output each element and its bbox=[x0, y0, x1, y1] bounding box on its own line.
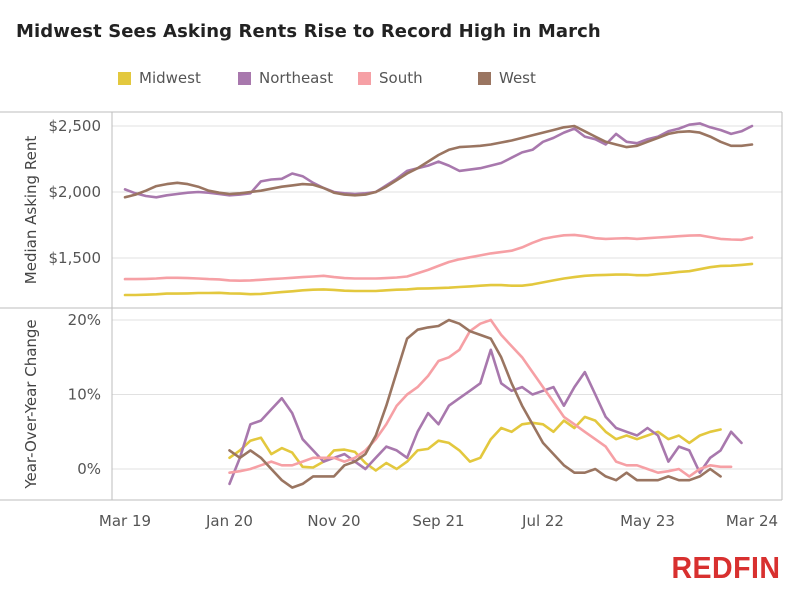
legend-item-west[interactable]: West bbox=[478, 69, 536, 87]
legend-item-south[interactable]: South bbox=[358, 69, 423, 87]
legend-swatch-south bbox=[358, 71, 371, 85]
y-axis-label-p0: Median Asking Rent bbox=[22, 136, 40, 285]
series-line-northeast-p1 bbox=[228, 348, 743, 486]
legend-label-northeast: Northeast bbox=[259, 69, 334, 87]
x-tick-label-5: May 23 bbox=[620, 512, 675, 530]
grid-layer bbox=[112, 125, 782, 470]
x-tick-label-4: Jul 22 bbox=[521, 512, 564, 530]
series-layer bbox=[123, 122, 754, 489]
x-tick-label-0: Mar 19 bbox=[99, 512, 151, 530]
series-line-south-p1 bbox=[228, 318, 733, 478]
legend-label-midwest: Midwest bbox=[139, 69, 201, 87]
legend: Midwest Northeast South West bbox=[0, 69, 800, 91]
x-tick-label-3: Sep 21 bbox=[412, 512, 464, 530]
series-line-west-p1 bbox=[228, 318, 722, 489]
legend-swatch-midwest bbox=[118, 71, 131, 85]
y-tick-label-p0-2: $2,500 bbox=[49, 117, 102, 135]
axis-layer: $1,500 $2,000 $2,500 Median Asking Rent 0% 10… bbox=[0, 111, 783, 530]
y-tick-label-p0-0: $1,500 bbox=[49, 249, 102, 267]
legend-label-west: West bbox=[499, 69, 536, 87]
redfin-logo: REDFIN bbox=[671, 550, 780, 585]
legend-item-northeast[interactable]: Northeast bbox=[238, 69, 333, 87]
chart-title: Midwest Sees Asking Rents Rise to Record… bbox=[16, 21, 601, 42]
legend-label-south: South bbox=[379, 69, 423, 87]
y-axis-label-p1: Year-Over-Year Change bbox=[22, 319, 40, 489]
legend-item-midwest[interactable]: Midwest bbox=[118, 69, 201, 87]
legend-swatch-west bbox=[478, 71, 491, 85]
series-line-midwest-p1 bbox=[228, 415, 722, 472]
series-line-west-p0 bbox=[123, 124, 754, 199]
y-tick-label-p1-0: 0% bbox=[77, 460, 101, 478]
x-tick-label-1: Jan 20 bbox=[205, 512, 253, 530]
series-line-south-p0 bbox=[123, 233, 754, 282]
y-tick-label-p1-2: 20% bbox=[68, 311, 101, 329]
legend-swatch-northeast bbox=[238, 71, 251, 85]
series-line-midwest-p0 bbox=[123, 262, 754, 297]
series-line-northeast-p0 bbox=[123, 122, 754, 199]
x-tick-label-2: Nov 20 bbox=[307, 512, 360, 530]
y-tick-label-p0-1: $2,000 bbox=[49, 183, 102, 201]
y-tick-label-p1-1: 10% bbox=[68, 386, 101, 404]
x-tick-label-6: Mar 24 bbox=[726, 512, 778, 530]
